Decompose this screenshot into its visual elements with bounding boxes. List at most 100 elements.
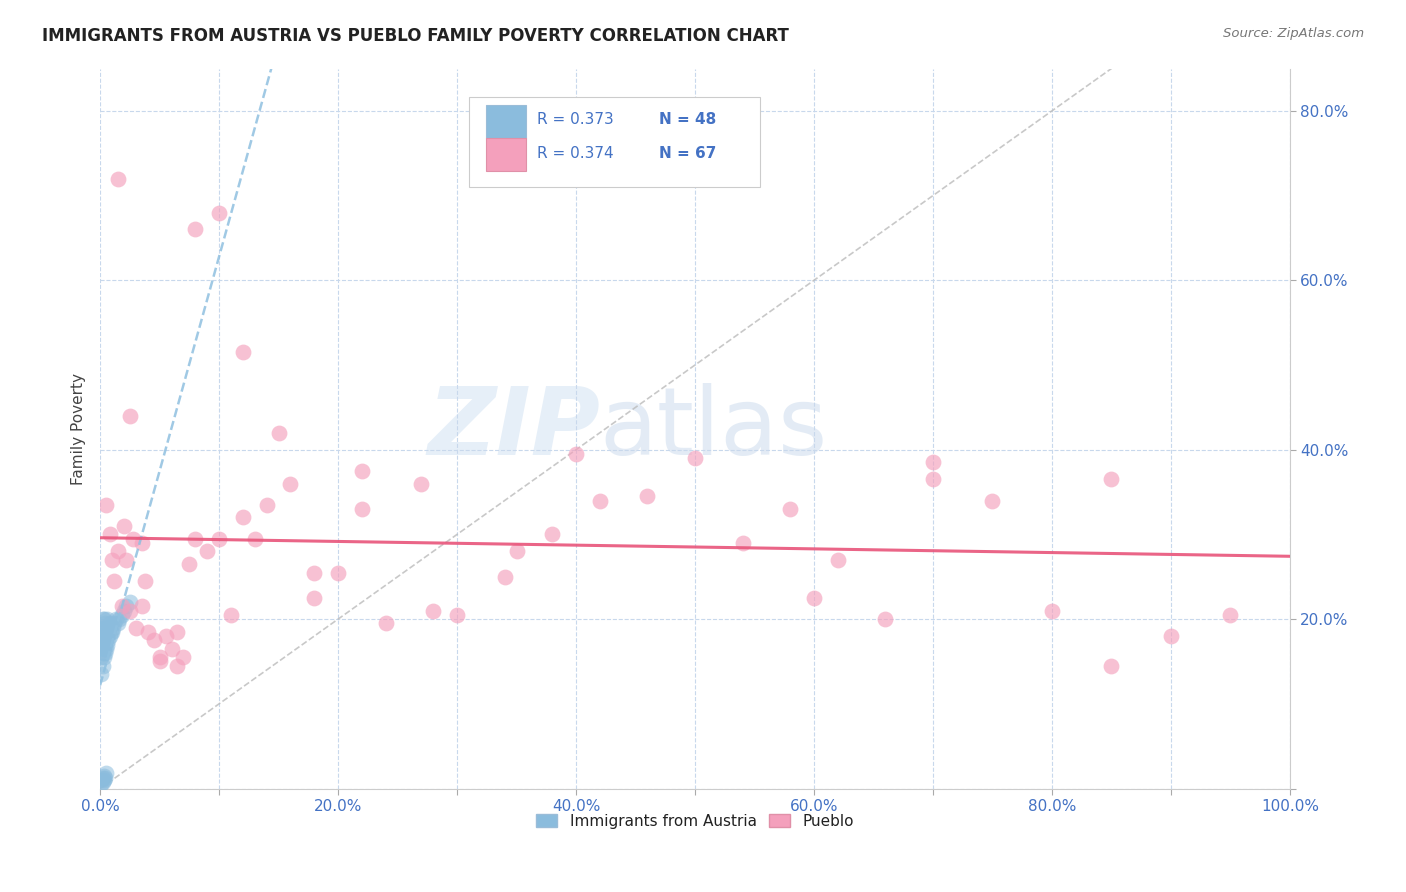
Point [91, 621, 114, 635]
Point [94, 638, 117, 652]
Point [90, 667, 112, 681]
Point [97, 621, 120, 635]
Point [446, 607, 468, 622]
Point [118, 595, 141, 609]
Point [922, 472, 945, 486]
Point [115, 553, 138, 567]
Point [1160, 629, 1182, 643]
Point [208, 205, 231, 219]
Point [131, 599, 153, 614]
Point [565, 447, 588, 461]
Point [350, 464, 373, 478]
Point [256, 498, 278, 512]
Point [110, 607, 132, 622]
Point [142, 633, 165, 648]
Point [91, 658, 114, 673]
Point [94, 633, 117, 648]
Point [134, 574, 156, 588]
Point [422, 604, 444, 618]
Point [160, 641, 183, 656]
Point [98, 616, 121, 631]
Point [112, 519, 135, 533]
Text: R = 0.374: R = 0.374 [537, 146, 613, 161]
Point [184, 532, 207, 546]
Point [93, 624, 115, 639]
Point [1099, 658, 1122, 673]
Point [97, 633, 120, 648]
Text: IMMIGRANTS FROM AUSTRIA VS PUEBLO FAMILY POVERTY CORRELATION CHART: IMMIGRANTS FROM AUSTRIA VS PUEBLO FAMILY… [42, 27, 789, 45]
Text: atlas: atlas [600, 383, 828, 475]
Point [108, 612, 131, 626]
Point [93, 641, 115, 656]
FancyBboxPatch shape [470, 97, 761, 187]
Point [136, 624, 159, 639]
Point [494, 570, 516, 584]
Point [232, 345, 254, 359]
Point [93, 769, 115, 783]
Point [103, 621, 125, 635]
Point [149, 650, 172, 665]
Point [981, 493, 1004, 508]
Point [107, 616, 129, 631]
Point [172, 650, 194, 665]
Point [96, 638, 118, 652]
Text: Source: ZipAtlas.com: Source: ZipAtlas.com [1223, 27, 1364, 40]
Point [827, 553, 849, 567]
Point [91, 646, 114, 660]
Point [94, 641, 117, 656]
Point [166, 658, 188, 673]
Point [350, 502, 373, 516]
Point [94, 616, 117, 631]
Point [149, 655, 172, 669]
FancyBboxPatch shape [485, 138, 526, 171]
Point [1219, 607, 1241, 622]
Point [195, 544, 218, 558]
Point [131, 536, 153, 550]
Point [125, 621, 148, 635]
Point [94, 646, 117, 660]
Point [208, 532, 231, 546]
Point [93, 633, 115, 648]
Point [1099, 472, 1122, 486]
Point [94, 772, 117, 786]
Point [94, 498, 117, 512]
Point [94, 621, 117, 635]
Point [112, 604, 135, 618]
Point [803, 591, 825, 605]
Point [91, 772, 114, 786]
Point [922, 455, 945, 469]
Point [93, 612, 115, 626]
Point [91, 612, 114, 626]
Point [90, 629, 112, 643]
Text: R = 0.373: R = 0.373 [537, 112, 613, 128]
Point [94, 766, 117, 780]
Point [179, 557, 201, 571]
Point [304, 591, 326, 605]
Point [875, 612, 897, 626]
Y-axis label: Family Poverty: Family Poverty [72, 373, 86, 484]
Point [115, 599, 138, 614]
Point [232, 510, 254, 524]
Text: ZIP: ZIP [427, 383, 600, 475]
Point [155, 629, 177, 643]
Legend: Immigrants from Austria, Pueblo: Immigrants from Austria, Pueblo [530, 807, 860, 835]
Point [103, 574, 125, 588]
Point [94, 629, 117, 643]
Point [101, 624, 124, 639]
Point [118, 604, 141, 618]
Point [93, 650, 115, 665]
Point [90, 650, 112, 665]
Point [90, 777, 112, 791]
Point [505, 544, 527, 558]
Point [1040, 604, 1063, 618]
Point [411, 476, 433, 491]
Point [101, 553, 124, 567]
Point [184, 222, 207, 236]
Point [219, 607, 242, 622]
Text: N = 67: N = 67 [659, 146, 717, 161]
Point [267, 425, 290, 440]
Point [636, 489, 658, 503]
FancyBboxPatch shape [485, 104, 526, 137]
Point [91, 638, 114, 652]
Point [90, 773, 112, 788]
